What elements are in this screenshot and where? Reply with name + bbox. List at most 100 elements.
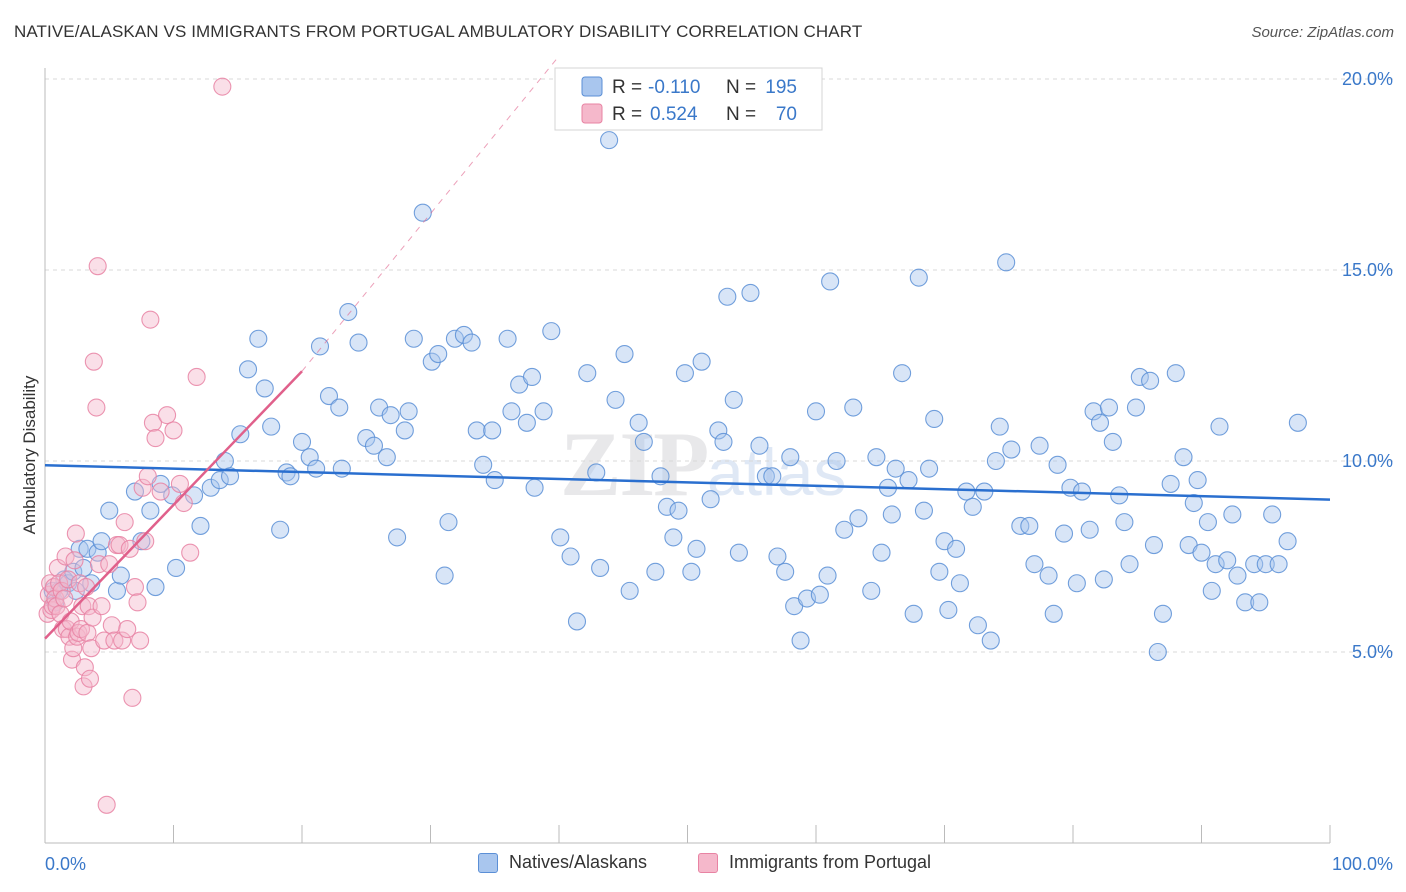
legend-swatch-blue: [581, 76, 603, 97]
natives-alaskans-point: [810, 585, 829, 604]
natives-alaskans-point: [357, 429, 376, 448]
natives-alaskans-point: [561, 547, 580, 566]
natives-alaskans-point: [522, 367, 542, 387]
natives-alaskans-point: [692, 352, 711, 371]
natives-alaskans-point: [675, 364, 694, 383]
legend-swatch-portugal: [698, 852, 718, 873]
natives-alaskans-point: [1044, 604, 1063, 623]
natives-alaskans-point: [191, 516, 210, 535]
natives-alaskans-point: [517, 413, 536, 432]
natives-alaskans-point: [763, 467, 782, 486]
natives-alaskans-point: [615, 344, 634, 364]
legend-n-value-blue: 195: [765, 77, 797, 98]
natives-alaskans-point: [1250, 593, 1269, 612]
natives-alaskans-point: [429, 344, 448, 364]
natives-alaskans-point: [620, 581, 639, 600]
legend-n-value-pink: 70: [776, 104, 797, 125]
portugal-immigrant-point: [151, 482, 170, 501]
portugal-immigrant-point: [88, 257, 107, 276]
y-tick-label: 15.0%: [1342, 260, 1393, 280]
natives-alaskans-trend-line: [44, 463, 1331, 501]
natives-alaskans-point: [249, 329, 268, 348]
portugal-immigrant-point: [75, 658, 94, 677]
natives-alaskans-point: [255, 379, 274, 398]
natives-alaskans-point: [1148, 642, 1167, 662]
portugal-immigrant-point: [164, 421, 183, 440]
natives-alaskans-point: [1080, 520, 1099, 539]
natives-alaskans-point: [867, 448, 886, 467]
natives-alaskans-point: [1198, 513, 1217, 532]
natives-alaskans-point: [1236, 593, 1255, 612]
legend-item-portugal: Immigrants from Portugal: [698, 852, 931, 873]
natives-alaskans-point: [990, 417, 1009, 436]
natives-alaskans-point: [111, 566, 130, 585]
natives-alaskans-point: [1025, 555, 1044, 574]
natives-alaskans-point: [349, 333, 368, 352]
natives-alaskans-point: [215, 451, 234, 471]
natives-alaskans-point: [502, 402, 521, 421]
natives-alaskans-point: [377, 448, 396, 467]
natives-alaskans-point: [909, 268, 928, 287]
portugal-immigrant-point: [84, 352, 103, 371]
natives-alaskans-point: [1288, 413, 1307, 432]
natives-alaskans-point: [1054, 524, 1074, 543]
trend-lines: [44, 55, 1331, 640]
natives-alaskans-point: [1223, 505, 1242, 524]
portugal-immigrant-point: [115, 513, 134, 532]
y-axis-label: Ambulatory Disability: [20, 375, 39, 534]
natives-alaskans-point: [1184, 493, 1203, 513]
natives-alaskans-point: [606, 390, 625, 409]
natives-alaskans-point: [422, 352, 441, 371]
natives-alaskans-point: [1099, 398, 1119, 417]
natives-alaskans-point: [381, 406, 400, 425]
portugal-immigrants-trend-line-extension: [301, 55, 560, 372]
natives-alaskans-point: [1263, 505, 1282, 524]
portugal-immigrant-point: [65, 551, 84, 570]
natives-alaskans-point: [319, 387, 339, 406]
natives-alaskans-point: [968, 616, 987, 635]
natives-alaskans-point: [100, 501, 119, 520]
natives-alaskans-point: [1126, 398, 1146, 417]
natives-alaskans-point: [364, 436, 384, 455]
natives-alaskans-point: [1218, 551, 1237, 570]
natives-alaskans-point: [330, 398, 349, 417]
natives-alaskans-point: [1110, 486, 1129, 505]
natives-alaskans-point: [525, 478, 544, 497]
natives-alaskans-point: [657, 497, 676, 516]
natives-alaskans-point: [567, 612, 587, 631]
natives-alaskans-point: [791, 631, 810, 650]
natives-alaskans-point: [271, 520, 290, 539]
natives-alaskans-point: [963, 497, 982, 516]
natives-alaskans-point: [388, 528, 407, 547]
legend-label-natives: Natives/Alaskans: [509, 852, 648, 872]
portugal-immigrant-point: [213, 77, 232, 96]
natives-alaskans-point: [1002, 440, 1021, 459]
natives-alaskans-point: [781, 448, 800, 467]
natives-alaskans-point: [629, 413, 648, 432]
natives-alaskans-point: [281, 467, 300, 486]
natives-alaskans-point: [741, 283, 760, 302]
natives-alaskans-point: [485, 471, 504, 490]
portugal-immigrant-point: [146, 429, 165, 448]
natives-alaskans-point: [262, 417, 281, 436]
correlation-legend: R = -0.110 N = 195 R = 0.524 N = 70: [554, 67, 823, 131]
natives-alaskans-point: [882, 505, 901, 524]
legend-item-natives: Natives/Alaskans: [478, 852, 647, 873]
y-tick-label: 5.0%: [1352, 642, 1393, 662]
natives-alaskans-point: [474, 455, 493, 474]
portugal-immigrant-point: [170, 474, 189, 493]
portugal-immigrant-point: [78, 623, 97, 642]
y-tick-label: 10.0%: [1342, 451, 1393, 471]
portugal-immigrant-point: [66, 524, 85, 543]
natives-alaskans-point: [498, 329, 517, 348]
portugal-immigrant-point: [79, 597, 98, 616]
natives-alaskans-point: [534, 402, 553, 421]
natives-alaskans-point: [750, 436, 769, 455]
portugal-immigrant-point: [118, 620, 137, 639]
immigrants-portugal-points: [38, 77, 232, 814]
natives-alaskans-points: [43, 131, 1307, 662]
portugal-immigrant-point: [187, 367, 206, 387]
natives-alaskans-point: [957, 482, 976, 501]
natives-alaskans-point: [687, 539, 706, 558]
